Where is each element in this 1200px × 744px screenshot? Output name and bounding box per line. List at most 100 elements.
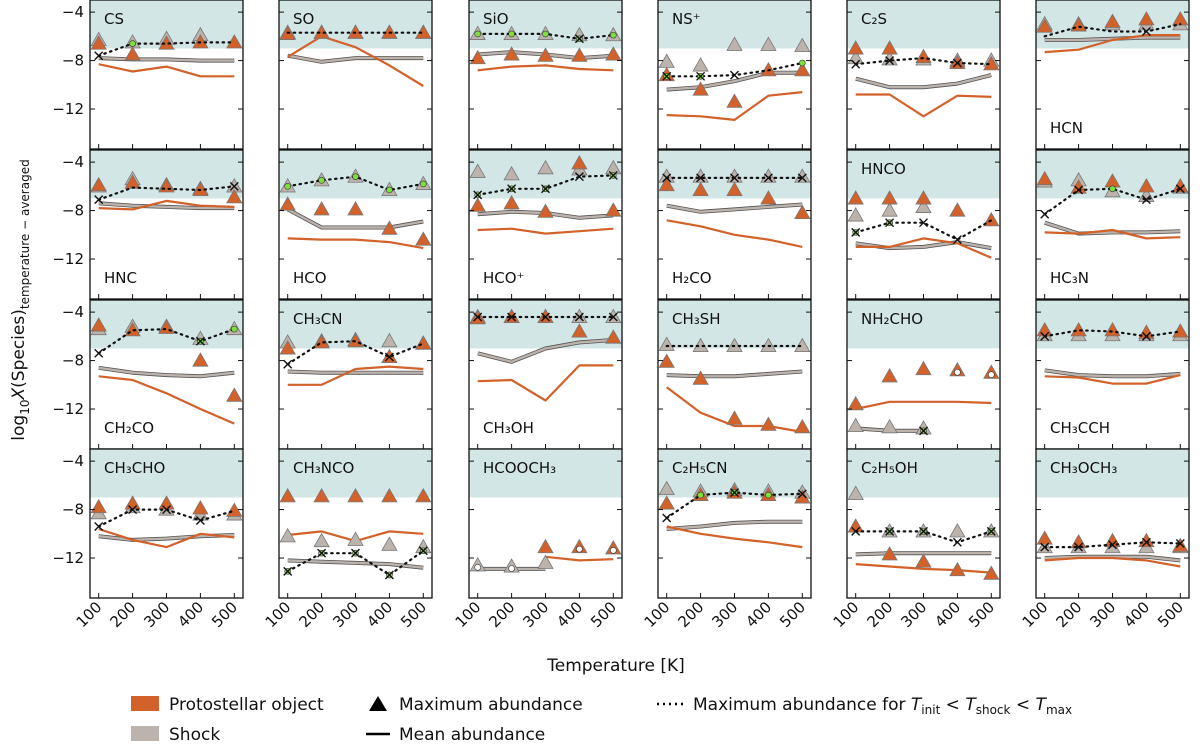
panel-label: SO: [293, 10, 314, 28]
cross-marker: [730, 173, 739, 183]
green-dot-marker: [697, 491, 704, 499]
legend-shock-swatch: [131, 726, 159, 741]
max-abundance-dotted-line: [97, 41, 236, 57]
proto-max-marker: [794, 204, 811, 220]
shock-max-marker: [469, 163, 486, 178]
cross-marker: [662, 71, 672, 81]
shock-mean-line: [98, 202, 235, 210]
proto-max-marker: [726, 93, 743, 108]
panel-label: HCO: [293, 269, 327, 287]
proto-max-marker: [726, 410, 743, 425]
proto-max-marker: [571, 323, 588, 338]
proto-max-marker: [571, 47, 588, 62]
panel-NS+: NS⁺: [657, 0, 812, 150]
max-abundance-dotted-line: [286, 340, 425, 366]
x-tick-label: 200: [1052, 598, 1085, 631]
legend-shock-label: Shock: [169, 725, 220, 744]
x-tick-label: 500: [397, 598, 430, 631]
shock-max-marker: [915, 198, 932, 213]
max-abundance-dotted-line: [1043, 23, 1182, 38]
y-tick-label: −8: [62, 202, 84, 220]
cross-marker: [608, 170, 618, 180]
proto-max-marker: [915, 360, 932, 376]
proto-max-marker: [192, 500, 209, 515]
green-dot-marker: [284, 183, 291, 190]
proto-max-marker: [726, 181, 743, 197]
cross-marker: [851, 526, 861, 536]
proto-max-marker: [313, 487, 330, 503]
proto-max-marker: [313, 201, 330, 216]
cross-marker: [608, 312, 618, 322]
highlight-band: [847, 449, 1000, 498]
proto-max-marker: [605, 329, 622, 344]
shock-max-marker: [847, 485, 864, 500]
legend: Protostellar object Shock Maximum abunda…: [131, 695, 1072, 744]
proto-max-marker: [881, 546, 898, 561]
proto-max-marker: [1036, 170, 1053, 186]
highlight-band: [90, 449, 243, 498]
legend-dotted-label: Maximum abundance for Tinit < Tshock < T…: [693, 695, 1072, 717]
shock-max-marker: [658, 336, 675, 351]
proto-mean-line: [98, 375, 235, 425]
x-tick-label: 400: [931, 598, 964, 631]
cross-marker: [730, 488, 739, 498]
shock-mean-line: [1044, 555, 1181, 562]
y-tick-label: −12: [52, 549, 84, 567]
panel-CH3OCH3: CH₃OCH₃ 100 200 300 400 500: [1019, 448, 1190, 631]
proto-mean-line: [477, 64, 614, 72]
shock-mean-line: [855, 552, 992, 556]
panel-C2H5OH: C₂H₅OH 100 200 300 400 500: [830, 448, 1001, 631]
shock-max-marker: [313, 532, 330, 548]
shock-max-marker: [760, 168, 777, 183]
white-dot-marker: [508, 565, 515, 572]
x-tick-label: 300: [329, 598, 362, 631]
proto-max-marker: [158, 495, 175, 510]
highlight-band: [279, 0, 432, 49]
proto-max-marker: [658, 495, 675, 510]
proto-mean-line: [98, 527, 235, 549]
legend-mean-label: Mean abundance: [399, 725, 545, 744]
x-tick-label: 100: [452, 598, 485, 631]
panel-C2S: C₂S: [846, 0, 1001, 150]
x-tick-label: 500: [776, 598, 809, 631]
proto-mean-line: [666, 219, 803, 248]
shock-mean-line: [666, 520, 803, 531]
panel-label: C₂H₅OH: [861, 459, 918, 477]
y-tick-label: −12: [52, 100, 84, 118]
panel-HCO: HCO: [278, 149, 433, 300]
proto-max-marker: [469, 197, 486, 212]
y-tick-label: −4: [62, 153, 84, 171]
shock-max-marker: [881, 202, 898, 217]
shock-mean-line: [287, 370, 424, 374]
x-tick-label: 400: [174, 598, 207, 631]
x-tick-label: 100: [830, 598, 863, 631]
proto-mean-line: [98, 199, 235, 211]
panel-label: CH₃CCH: [1050, 419, 1110, 437]
panel-label: HCO⁺: [483, 269, 524, 287]
cross-marker: [1074, 185, 1084, 195]
cross-marker: [696, 173, 706, 183]
green-dot-marker: [352, 173, 359, 180]
cross-marker: [507, 312, 517, 322]
cross-marker: [317, 548, 327, 558]
panel-label: NH₂CHO: [861, 310, 923, 328]
shock-max-marker: [760, 36, 777, 51]
highlight-band: [847, 0, 1000, 49]
panel-SO: SO: [278, 0, 433, 150]
cross-marker: [283, 566, 293, 576]
panel-CH3CCH: CH₃CCH: [1035, 299, 1190, 450]
green-dot-marker: [474, 30, 481, 38]
cross-marker: [541, 184, 550, 194]
cross-marker: [94, 51, 104, 61]
panel-CH3NCO: CH₃NCO 100 200 300 400 500: [262, 448, 433, 631]
x-tick-label: 200: [106, 598, 139, 631]
shock-mean-line: [287, 54, 424, 63]
proto-max-marker: [1138, 532, 1155, 548]
panel-label: SiO: [483, 10, 509, 28]
panel-label: CH₃OCH₃: [1050, 459, 1117, 477]
cross-marker: [730, 70, 739, 80]
shock-mean-line: [855, 73, 992, 89]
proto-max-marker: [915, 553, 932, 568]
panel-SiO: SiO: [468, 0, 623, 150]
shock-max-marker: [537, 159, 554, 175]
